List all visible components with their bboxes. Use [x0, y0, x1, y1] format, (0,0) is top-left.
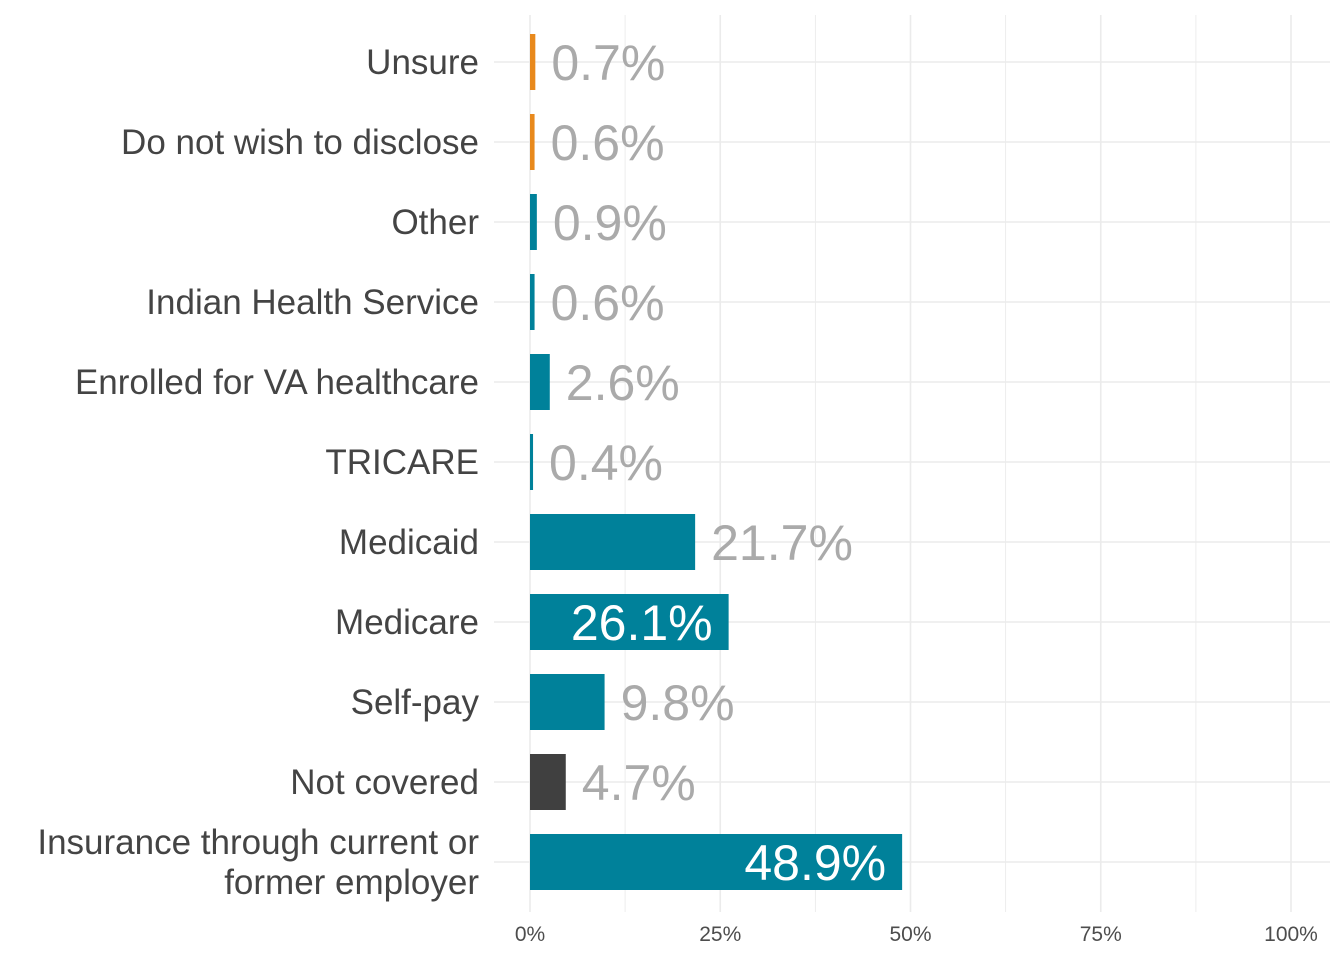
- bar: [530, 34, 536, 90]
- value-label: 9.8%: [621, 675, 735, 731]
- category-label: Medicaid: [339, 523, 479, 562]
- category-label-line: Indian Health Service: [146, 283, 479, 322]
- bar: [530, 114, 535, 170]
- category-label: Other: [391, 203, 479, 242]
- category-label-line: Do not wish to disclose: [121, 123, 479, 162]
- category-label-line: Medicare: [335, 603, 479, 642]
- bar: [530, 434, 534, 490]
- value-label: 0.6%: [551, 275, 665, 331]
- category-label: TRICARE: [325, 443, 479, 482]
- category-label-line: Insurance through current or: [37, 823, 479, 862]
- bar: [530, 354, 550, 410]
- category-label: Medicare: [335, 603, 479, 642]
- category-labels: Unsure Do not wish to disclose Other Indian…: [37, 43, 479, 902]
- category-label-line: Medicaid: [339, 523, 479, 562]
- category-label-line: TRICARE: [325, 443, 479, 482]
- value-label: 0.4%: [549, 435, 663, 491]
- category-label: Insurance through current or former emplo…: [37, 823, 479, 902]
- bar: [530, 674, 605, 730]
- category-label-line: Enrolled for VA healthcare: [75, 363, 479, 402]
- category-label: Unsure: [366, 43, 479, 82]
- category-label: Indian Health Service: [146, 283, 479, 322]
- value-label: 0.6%: [551, 115, 665, 171]
- value-label: 4.7%: [582, 755, 696, 811]
- bar: [530, 834, 903, 890]
- value-label: 26.1%: [571, 595, 713, 651]
- value-label: 0.9%: [553, 195, 667, 251]
- bar: [530, 194, 537, 250]
- bar: [530, 274, 535, 330]
- x-tick-label: 75%: [1080, 923, 1122, 946]
- x-tick-label: 50%: [889, 923, 931, 946]
- grid: [494, 15, 1330, 912]
- category-label-line: former employer: [224, 863, 479, 902]
- category-label: Not covered: [290, 763, 479, 802]
- x-tick-label: 0%: [515, 923, 545, 946]
- bar: [530, 514, 696, 570]
- category-label: Self-pay: [351, 683, 480, 722]
- category-label-line: Self-pay: [351, 683, 480, 722]
- value-labels: 0.7% 0.6% 0.9% 0.6% 2.6% 0.4% 21.7% 26.1% 9.8% 4.…: [549, 35, 886, 891]
- category-label: Enrolled for VA healthcare: [75, 363, 479, 402]
- category-label-line: Not covered: [290, 763, 479, 802]
- x-axis-ticks: 0% 25% 50% 75% 100%: [515, 923, 1318, 946]
- bar: [530, 754, 566, 810]
- category-label: Do not wish to disclose: [121, 123, 479, 162]
- category-label-line: Other: [391, 203, 479, 242]
- x-tick-label: 25%: [699, 923, 741, 946]
- bars: [530, 34, 903, 890]
- x-tick-label: 100%: [1264, 923, 1318, 946]
- category-label-line: Unsure: [366, 43, 479, 82]
- value-label: 21.7%: [711, 515, 853, 571]
- value-label: 2.6%: [566, 355, 680, 411]
- value-label: 48.9%: [744, 835, 886, 891]
- bar: [530, 594, 729, 650]
- value-label: 0.7%: [551, 35, 665, 91]
